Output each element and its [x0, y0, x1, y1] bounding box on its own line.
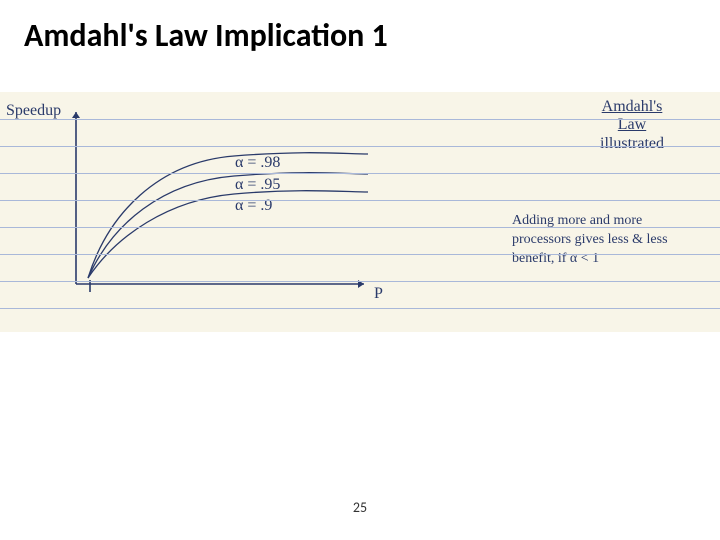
paper-rule	[0, 200, 720, 201]
page-number: 25	[0, 499, 720, 516]
paper-rule	[0, 119, 720, 120]
right-title-line3: illustrated	[572, 135, 692, 153]
alpha-label-90: α = .9	[235, 195, 280, 217]
x-axis-label: P	[374, 285, 383, 303]
notebook-paper: Speedup α = .98 α = .95 α = .9 P Amdahl'…	[0, 92, 720, 332]
curve-alpha-90	[88, 191, 368, 278]
slide-title: Amdahl's Law Implication 1	[24, 16, 388, 55]
alpha-label-95: α = .95	[235, 174, 280, 196]
right-title-line1: Amdahl's	[602, 98, 663, 115]
paper-rule	[0, 227, 720, 228]
right-caption: Adding more and more processors gives le…	[512, 212, 702, 269]
alpha-labels: α = .98 α = .95 α = .9	[235, 152, 280, 217]
paper-rule	[0, 173, 720, 174]
amdahl-chart	[34, 96, 394, 306]
slide: Amdahl's Law Implication 1 Speedup α = .…	[0, 0, 720, 540]
paper-rule	[0, 146, 720, 147]
paper-rule	[0, 308, 720, 309]
paper-rule	[0, 281, 720, 282]
curve-alpha-98	[88, 153, 368, 278]
curve-alpha-95	[88, 173, 368, 278]
alpha-label-98: α = .98	[235, 152, 280, 174]
y-axis-arrow	[72, 112, 80, 118]
paper-rule	[0, 254, 720, 255]
right-title: Amdahl's Law illustrated	[572, 98, 692, 153]
